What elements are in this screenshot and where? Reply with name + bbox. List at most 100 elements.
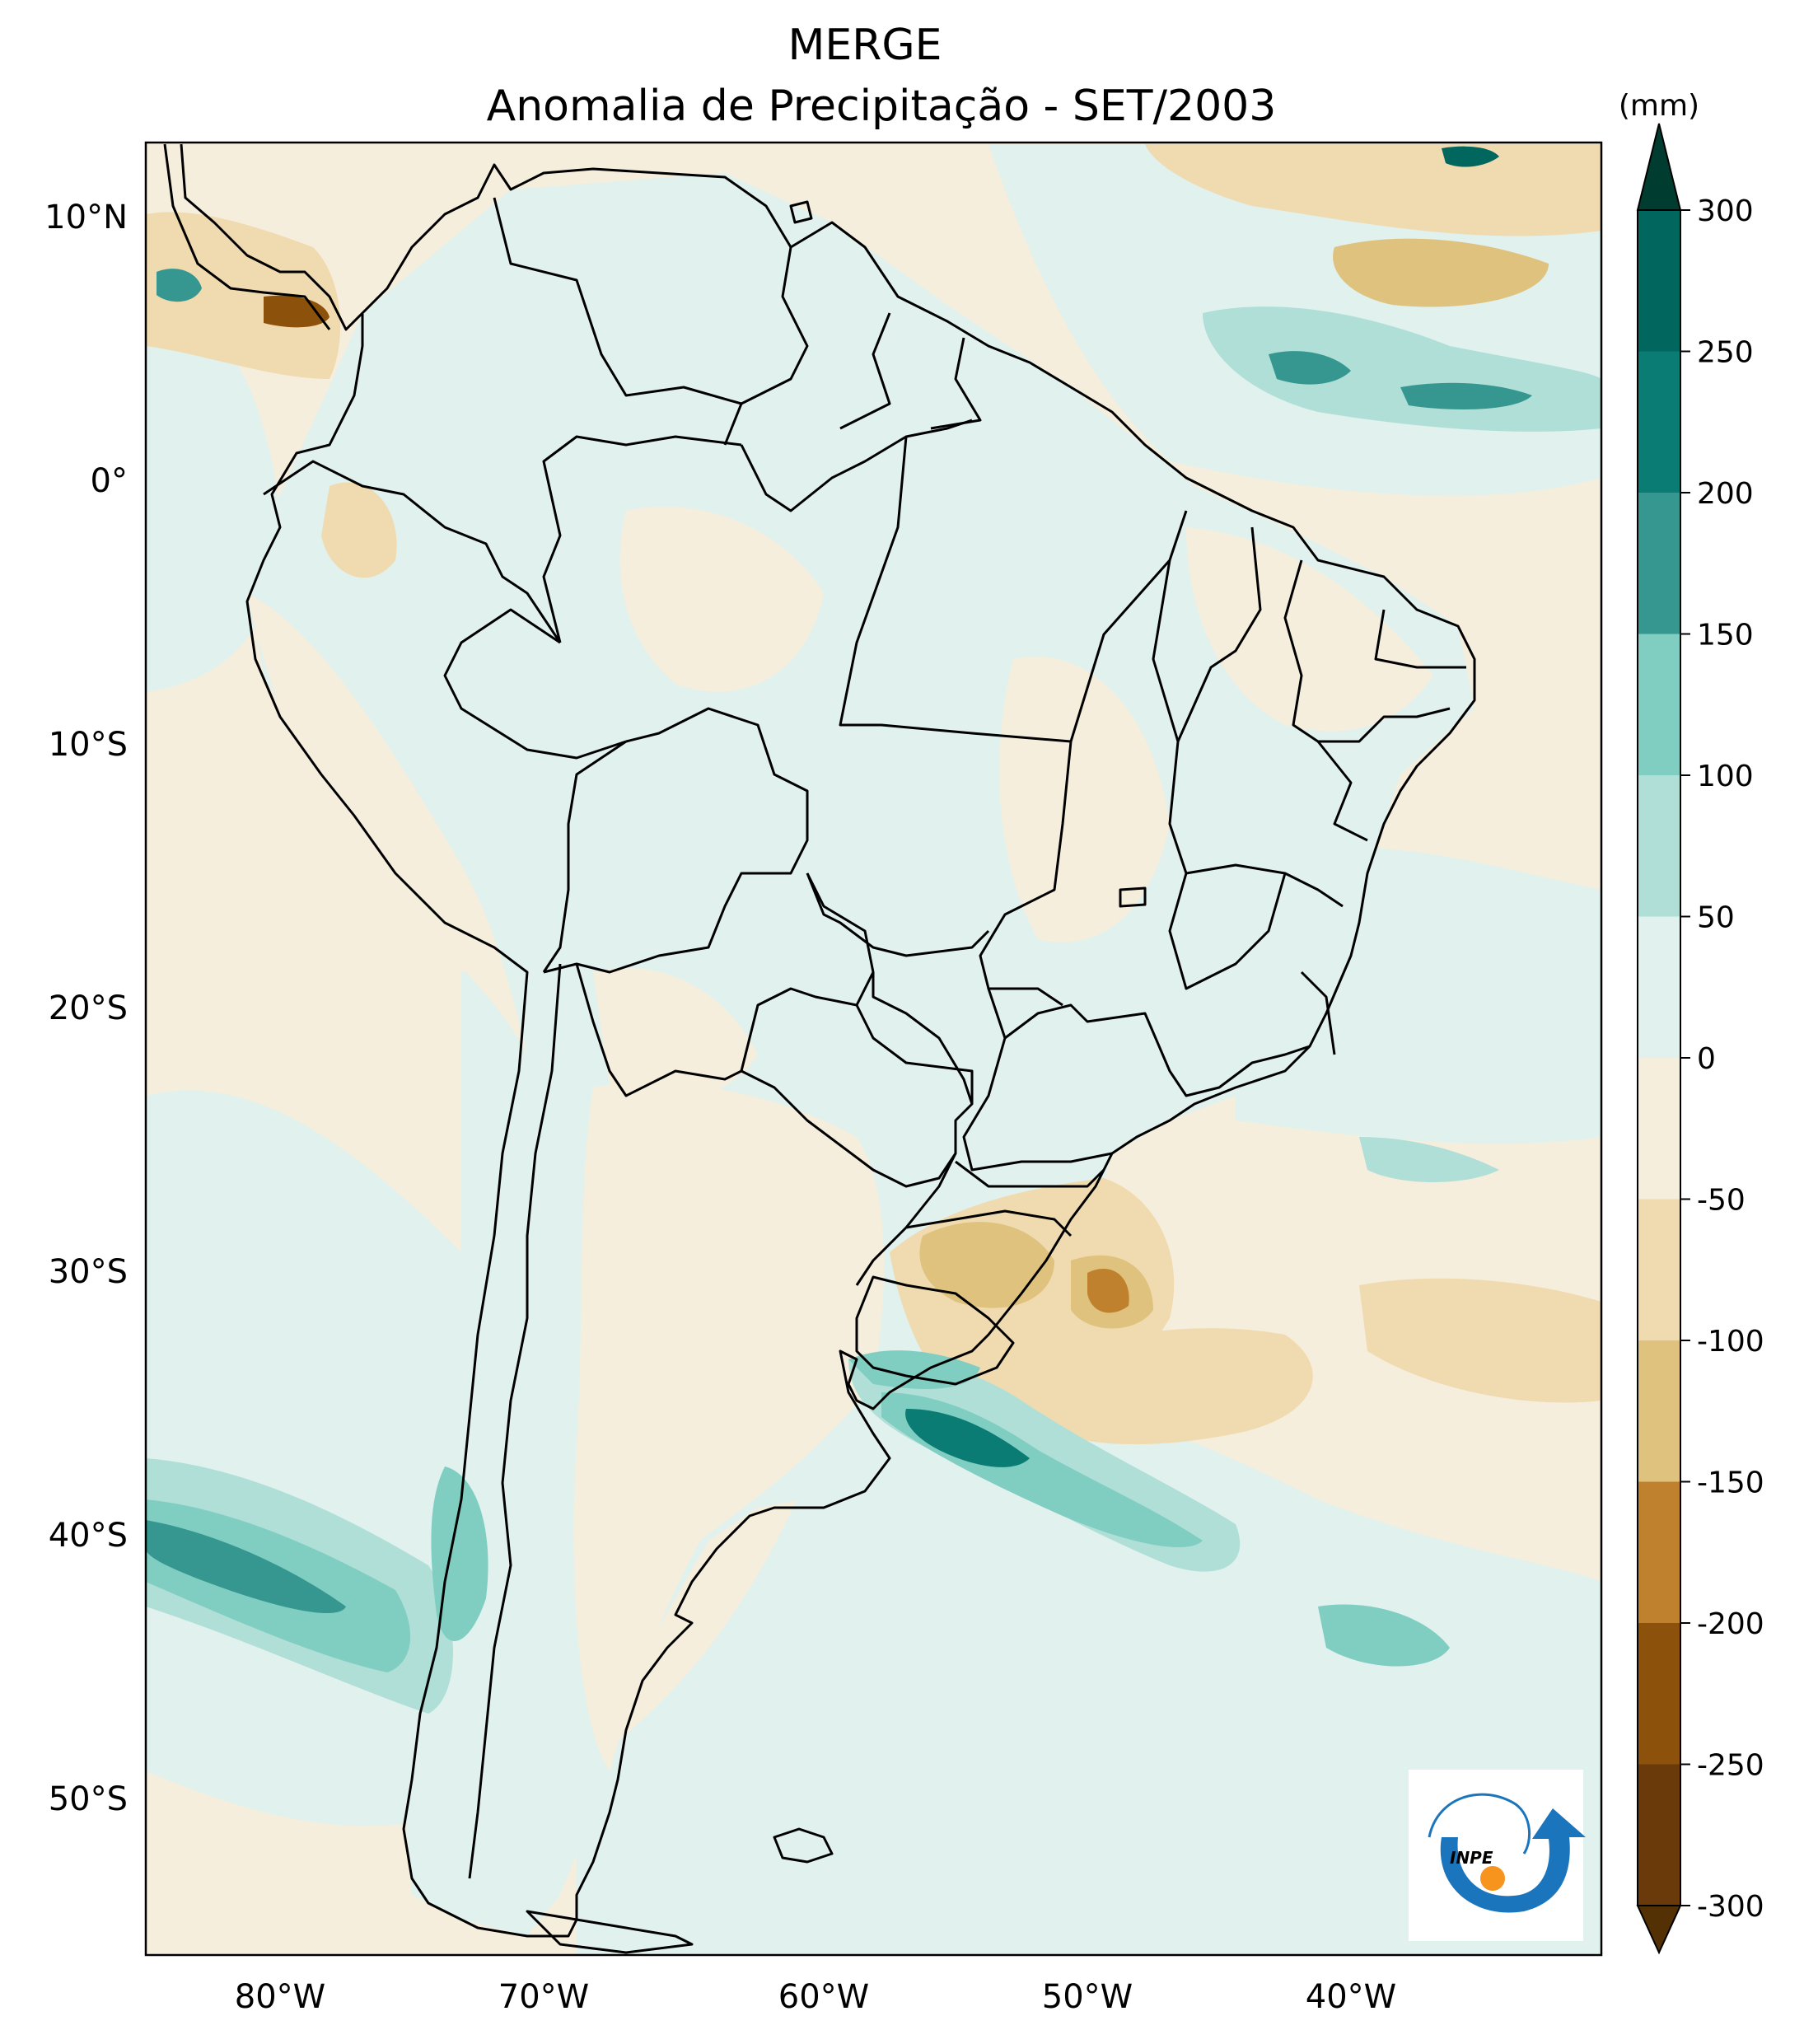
lon-label: 60°W — [778, 1978, 869, 2016]
anomaly-field-tropical-atlantic-positive-4 — [1442, 146, 1499, 167]
colorbar-tick-label: 0 — [1697, 1042, 1716, 1076]
colorbar-segment — [1638, 1764, 1680, 1906]
lat-label: 10°N — [44, 199, 128, 236]
border-uruguay — [855, 1275, 1015, 1386]
border-peru-bolivia — [542, 740, 627, 973]
anomaly-field-offshore-core-strong — [1087, 1268, 1129, 1313]
anomaly-field-northeast-negative — [1186, 527, 1433, 732]
inpe-logo-swoosh-icon — [1440, 1808, 1586, 1913]
border-brazil-state-12 — [1168, 872, 1287, 990]
border-brazil-state-13 — [1300, 971, 1336, 1055]
colorbar-tick-label: -50 — [1697, 1184, 1746, 1218]
coastlines-and-borders — [163, 143, 1476, 1954]
inpe-logo-orbit-icon — [1428, 1793, 1531, 1855]
colorbar-unit-label: (mm) — [1619, 89, 1699, 123]
falkland-islands — [773, 1827, 834, 1864]
colorbar-tick-label: 300 — [1697, 194, 1754, 228]
colorbar-segment — [1638, 916, 1680, 1059]
colorbar: (mm) 300 250 200 150 100 50 0 -50 -100 -150 -200 -2… — [1619, 89, 1764, 1955]
anomaly-field-atlantic-negative — [1013, 1328, 1313, 1445]
border-brazil-north — [740, 419, 973, 512]
anomaly-field-offshore-band-strong — [905, 1409, 1030, 1467]
colorbar-tick-label: -150 — [1697, 1466, 1764, 1500]
anomaly-field-amazon-negative — [619, 506, 824, 692]
colorbar-extend-max — [1636, 123, 1682, 211]
inpe-logo: INPE — [1409, 1770, 1586, 1941]
colorbar-segment — [1638, 1058, 1680, 1200]
lon-label: 40°W — [1306, 1978, 1396, 2016]
anomaly-field-pacific-north — [146, 310, 280, 692]
anomaly-field-atlantic-positive-east — [1359, 1137, 1499, 1182]
border-venezuela-guyana — [741, 246, 809, 405]
colorbar-tick-label: -300 — [1697, 1890, 1764, 1924]
lon-label: 70°W — [498, 1978, 589, 2016]
colorbar-tick-label: 200 — [1697, 477, 1754, 511]
anomaly-field-argentina-negative — [573, 1082, 885, 1771]
colorbar-tick-label: -250 — [1697, 1749, 1764, 1783]
border-brazil-state-3 — [979, 741, 1073, 1007]
colorbar-tick-label: 150 — [1697, 619, 1754, 652]
trinidad-island — [789, 200, 813, 224]
anomaly-field-atlantic-south — [577, 1351, 1601, 1955]
lat-label: 20°S — [49, 989, 128, 1027]
colorbar-tick-label: -200 — [1697, 1607, 1764, 1641]
colorbar-segment — [1638, 1623, 1680, 1765]
border-brazil-state-7 — [1374, 609, 1466, 669]
colorbar-segments — [1636, 123, 1682, 1955]
map-subtitle: Anomalia de Precipitação - SET/2003 — [487, 82, 1277, 131]
map-title: MERGE — [787, 21, 942, 70]
anomaly-field-atlantic-positive-south — [1318, 1604, 1450, 1667]
colorbar-segment — [1638, 493, 1680, 634]
colorbar-segment — [1638, 1481, 1680, 1624]
border-brazil-state-2 — [1069, 510, 1188, 742]
central-america-coastline-south — [163, 143, 331, 330]
border-brazil-paraguay — [806, 872, 875, 1006]
tierra-del-fuego — [526, 1910, 694, 1954]
colorbar-segment — [1638, 1199, 1680, 1341]
anomaly-field-tropical-atlantic-positive-2 — [1269, 351, 1351, 385]
border-argentina-bolivia — [575, 963, 742, 1097]
longitude-axis: 80°W 70°W 60°W 50°W 40°W — [235, 1978, 1396, 2016]
anomaly-field-southern-brazil-core — [919, 1222, 1054, 1308]
anomaly-field-atlantic-negative-east — [1359, 1278, 1601, 1403]
border-colombia-brazil — [542, 435, 742, 643]
anomaly-field-pacific-band-strong — [146, 1520, 346, 1614]
border-brazil-state-15 — [955, 1160, 1105, 1188]
inpe-logo-text: INPE — [1450, 1848, 1493, 1868]
anomaly-field-panama-positive — [157, 269, 202, 302]
border-peru-brazil — [443, 608, 627, 760]
border-suriname-frguiana — [930, 337, 982, 430]
lat-label: 0° — [91, 462, 128, 500]
border-guyana-suriname — [839, 312, 891, 430]
colorbar-tick-label: -100 — [1697, 1325, 1764, 1359]
anomaly-field-ecuador-negative — [321, 482, 397, 578]
lat-label: 30°S — [49, 1253, 128, 1291]
border-brazil-state-1 — [839, 436, 1072, 743]
colorbar-segment — [1638, 634, 1680, 776]
border-brazil-state-16 — [905, 1209, 1073, 1237]
lat-label: 10°S — [49, 726, 128, 764]
anomaly-field-paraguay-negative — [593, 967, 758, 1102]
lat-label: 40°S — [49, 1517, 128, 1555]
lon-label: 80°W — [235, 1978, 325, 2016]
border-colombia-venezuela — [493, 197, 743, 446]
border-brazil-state-9 — [806, 872, 990, 957]
colorbar-segment — [1638, 351, 1680, 493]
map-frame — [144, 141, 1603, 1957]
latitude-axis: 10°N 0° 10°S 20°S 30°S 40°S 50°S — [44, 199, 128, 1818]
lat-label: 50°S — [49, 1780, 128, 1818]
colorbar-segment — [1638, 775, 1680, 917]
anomaly-field-peru-negative — [247, 593, 527, 1055]
colorbar-segment — [1638, 210, 1680, 352]
inpe-logo-sun-icon — [1480, 1866, 1505, 1891]
colorbar-ticks: 300 250 200 150 100 50 0 -50 -100 -150 -200 -250 -30… — [1680, 194, 1764, 1924]
border-brazil-state-11 — [987, 988, 1311, 1097]
border-brazil-state-14 — [962, 1037, 1113, 1172]
colorbar-tick-label: 250 — [1697, 336, 1754, 370]
colorbar-extend-min — [1636, 1905, 1682, 1955]
anomaly-field-panama-core — [264, 295, 329, 328]
anomaly-field-tropical-atlantic-negative-1 — [1145, 144, 1601, 236]
anomaly-field-central-brazil-negative — [999, 656, 1170, 942]
border-brazil-state-10 — [872, 972, 974, 1105]
